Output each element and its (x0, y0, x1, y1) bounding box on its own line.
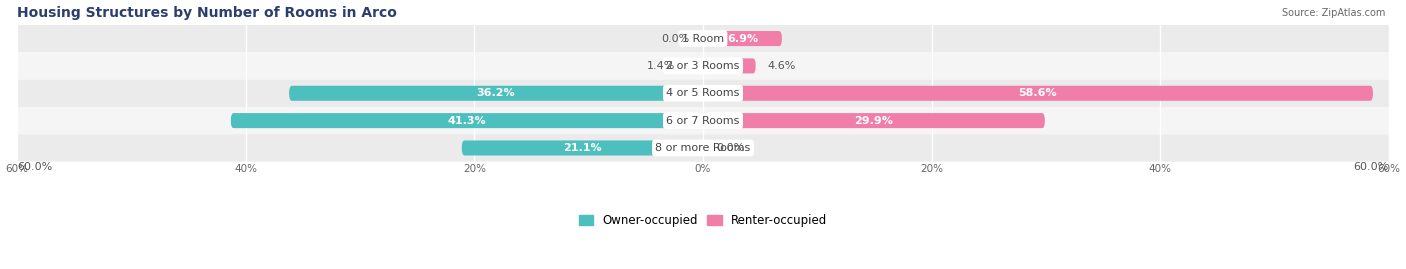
Text: 1 Room: 1 Room (682, 34, 724, 44)
Text: 36.2%: 36.2% (477, 88, 516, 98)
Text: Source: ZipAtlas.com: Source: ZipAtlas.com (1281, 8, 1385, 18)
Text: 29.9%: 29.9% (855, 116, 893, 126)
FancyBboxPatch shape (17, 134, 1389, 162)
Text: 4.6%: 4.6% (768, 61, 796, 71)
Text: Housing Structures by Number of Rooms in Arco: Housing Structures by Number of Rooms in… (17, 6, 396, 20)
FancyBboxPatch shape (688, 58, 703, 73)
FancyBboxPatch shape (231, 113, 703, 128)
FancyBboxPatch shape (461, 140, 703, 155)
Text: 6.9%: 6.9% (727, 34, 758, 44)
Text: 2 or 3 Rooms: 2 or 3 Rooms (666, 61, 740, 71)
Text: 60.0%: 60.0% (1354, 162, 1389, 172)
Legend: Owner-occupied, Renter-occupied: Owner-occupied, Renter-occupied (579, 214, 827, 227)
Text: 8 or more Rooms: 8 or more Rooms (655, 143, 751, 153)
Text: 6 or 7 Rooms: 6 or 7 Rooms (666, 116, 740, 126)
FancyBboxPatch shape (17, 80, 1389, 107)
FancyBboxPatch shape (17, 25, 1389, 52)
Text: 1.4%: 1.4% (647, 61, 675, 71)
Text: 4 or 5 Rooms: 4 or 5 Rooms (666, 88, 740, 98)
FancyBboxPatch shape (703, 113, 1045, 128)
FancyBboxPatch shape (290, 86, 703, 101)
Text: 58.6%: 58.6% (1019, 88, 1057, 98)
Text: 60.0%: 60.0% (17, 162, 52, 172)
FancyBboxPatch shape (17, 107, 1389, 134)
Text: 21.1%: 21.1% (562, 143, 602, 153)
FancyBboxPatch shape (703, 58, 755, 73)
FancyBboxPatch shape (703, 31, 782, 46)
FancyBboxPatch shape (703, 86, 1372, 101)
FancyBboxPatch shape (17, 52, 1389, 80)
Text: 0.0%: 0.0% (717, 143, 745, 153)
Text: 0.0%: 0.0% (661, 34, 689, 44)
Text: 41.3%: 41.3% (447, 116, 486, 126)
